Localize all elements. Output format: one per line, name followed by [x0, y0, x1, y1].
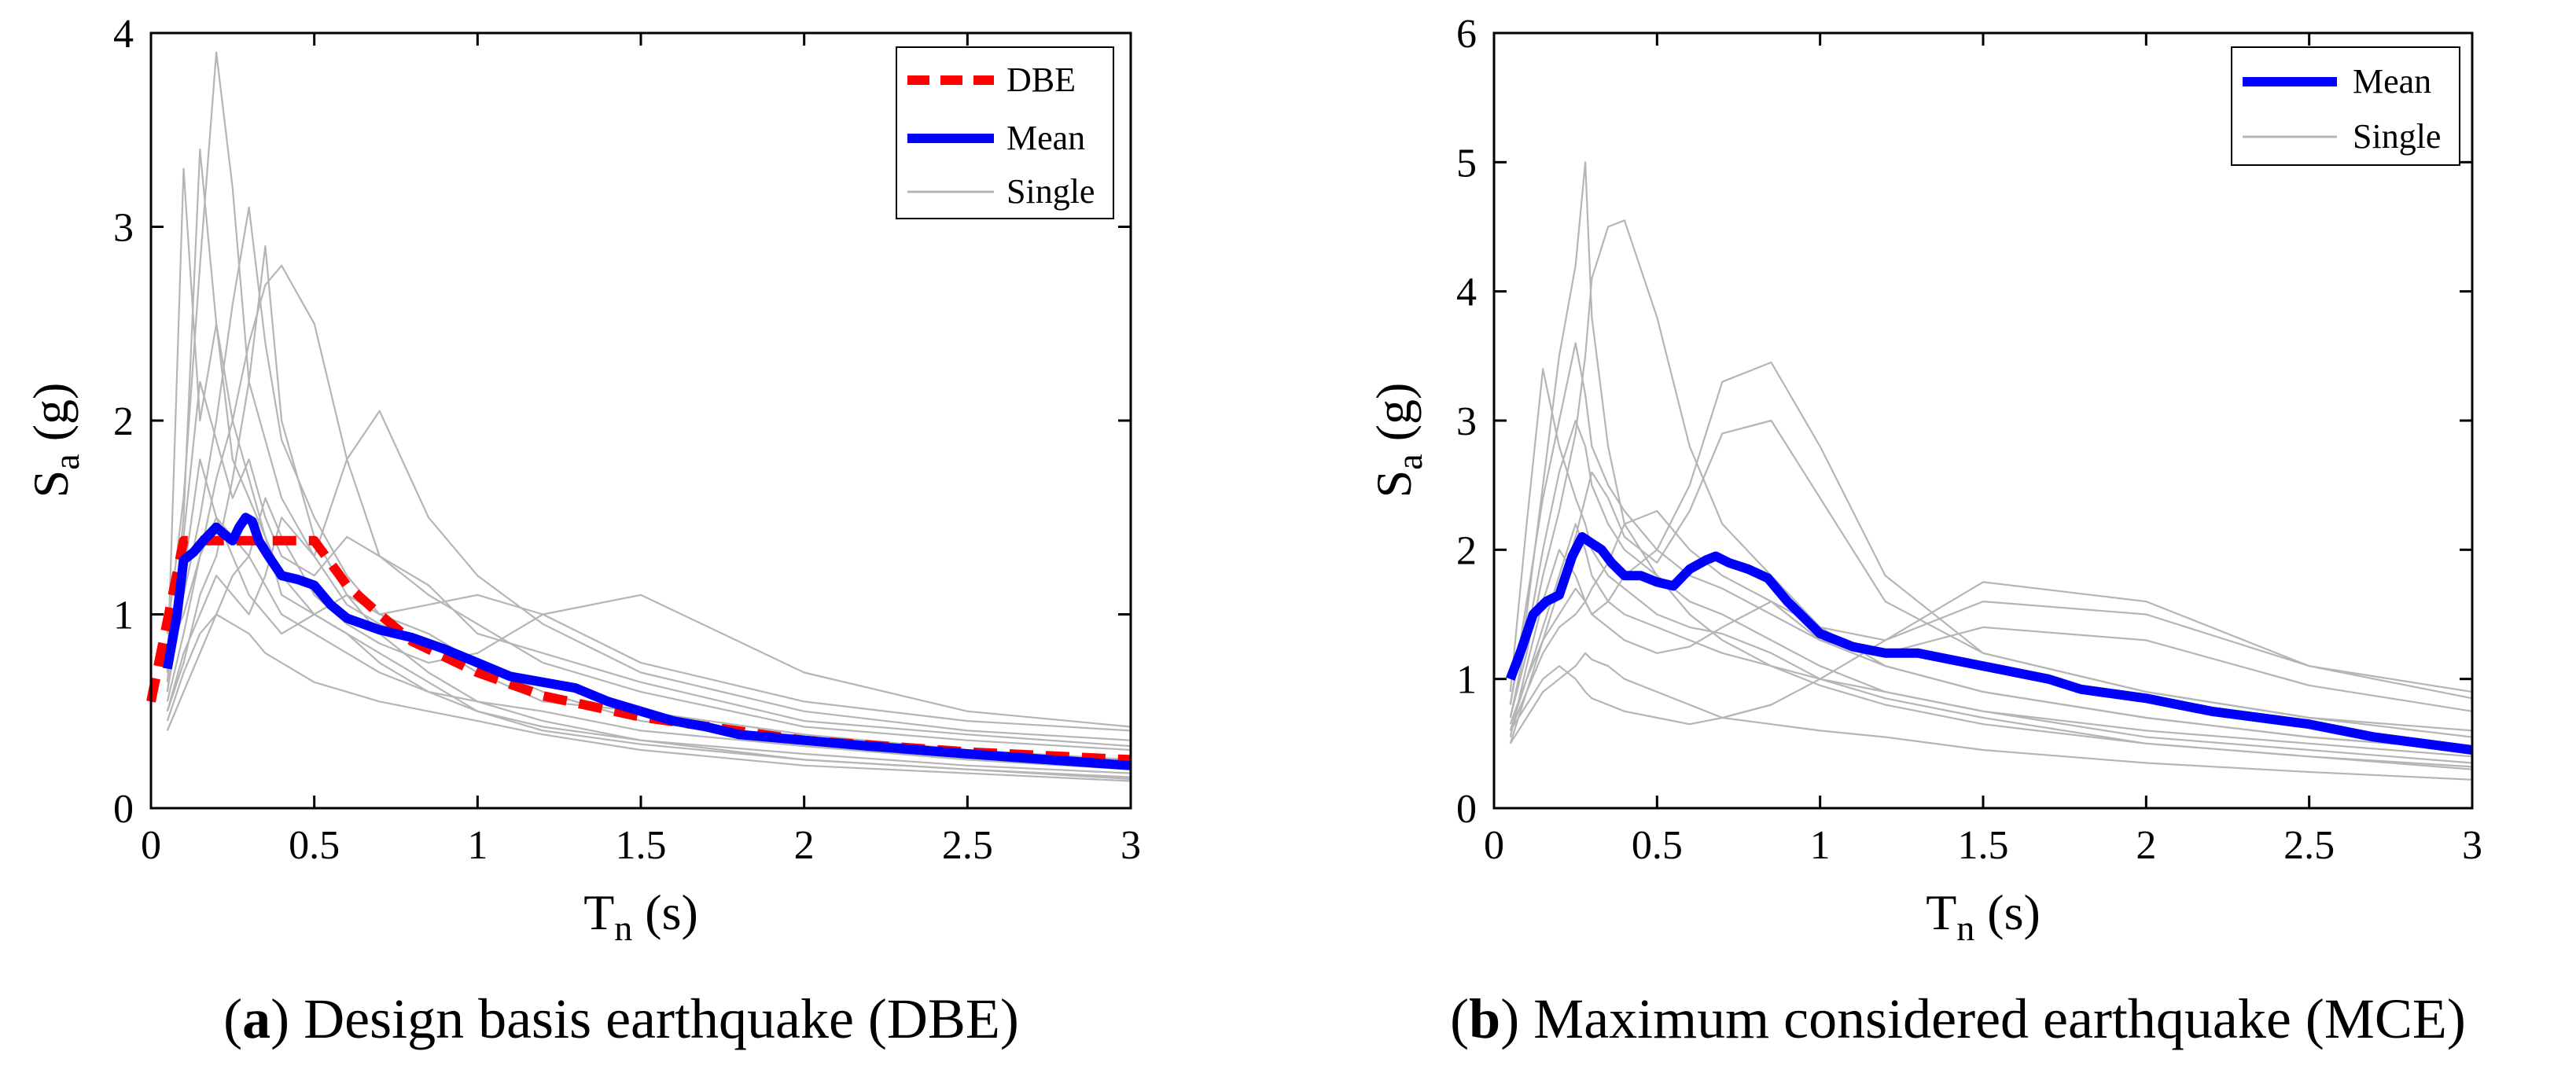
panel-a-single-record-11 [166, 148, 1132, 778]
panel-b-y-tick-label-1: 1 [1456, 658, 1477, 703]
panel-a-y-tick-label-2: 2 [113, 399, 134, 444]
panel-b-y-tick-label-5: 5 [1456, 141, 1477, 186]
panel-a-x-tick-label-2: 1 [467, 823, 488, 868]
panel-a-x-tick-label-0: 0 [141, 823, 161, 868]
panel-a-caption-letter: a [242, 987, 270, 1050]
panel-b-single-record-10 [1509, 342, 2473, 752]
panel-a-x-tick-label-4: 2 [794, 823, 815, 868]
panel-a-series-mean-line [162, 513, 1132, 770]
panel-b-y-tick-label-6: 6 [1456, 12, 1477, 57]
panel-b-x-tick-label-0: 0 [1484, 823, 1504, 868]
panel-b-single-records [1509, 161, 2473, 781]
panel-b-x-tick-label-4: 2 [2136, 823, 2156, 868]
panel-a-single-record-12 [166, 380, 1132, 761]
panel-a-x-tick-label-1: 0.5 [289, 823, 340, 868]
panel-a-caption-text: Design basis earthquake (DBE) [289, 987, 1019, 1050]
panel-b-single-record-12 [1509, 523, 2473, 764]
panel-b-x-tick-label-3: 1.5 [1958, 823, 2009, 868]
panel-a-y-axis-label: Sa (g) [23, 383, 86, 498]
panel-b-mce: 0 0.5 1 1.5 2 2.5 3 0 1 2 3 4 5 6 Sa (g) Tn (s) Mean … [1366, 12, 2482, 1050]
panel-b-x-tick-label-6: 3 [2462, 823, 2482, 868]
panel-a-x-tick-label-3: 1.5 [616, 823, 667, 868]
panel-a-legend-label-dbe: DBE [1006, 61, 1076, 99]
panel-b-ticks: 0 0.5 1 1.5 2 2.5 3 0 1 2 3 4 5 6 [1456, 12, 2482, 868]
panel-a-legend-label-single: Single [1006, 172, 1095, 211]
panel-a-single-record-3 [166, 206, 1132, 766]
panel-a-series [146, 513, 1132, 770]
panel-a-legend-box [896, 46, 1114, 219]
panel-b-single-record-7 [1509, 549, 2473, 737]
panel-b-y-axis-label: Sa (g) [1366, 383, 1430, 498]
panel-a-single-record-5 [166, 410, 1132, 741]
panel-a-single-record-7 [166, 555, 1132, 781]
panel-b-single-record-9 [1509, 652, 2473, 781]
panel-b-y-tick-label-3: 3 [1456, 399, 1477, 444]
panel-b-x-tick-label-2: 1 [1810, 823, 1831, 868]
panel-a-ylabel-sub: a [46, 454, 86, 469]
panel-b-ylabel-main: S [1366, 470, 1422, 498]
panel-b-legend-box [2231, 46, 2460, 166]
panel-b-single-record-4 [1509, 368, 2473, 770]
panel-b-y-tick-label-2: 2 [1456, 528, 1477, 573]
panel-a-x-tick-label-5: 2.5 [942, 823, 993, 868]
panel-b-single-record-11 [1509, 509, 2473, 731]
panel-b-ylabel-unit: (g) [1366, 383, 1422, 454]
panel-b-y-tick-label-4: 4 [1456, 270, 1477, 315]
panel-b-single-record-1 [1509, 161, 2473, 768]
panel-a-y-tick-label-0: 0 [113, 787, 134, 832]
panel-a-ylabel-unit: (g) [23, 383, 79, 454]
panel-b-x-axis-label: Tn (s) [1926, 884, 2041, 948]
panel-a-single-record-8 [166, 380, 1132, 748]
panel-b-caption-text: Maximum considered earthquake (MCE) [1519, 987, 2466, 1050]
panel-a-xlabel-main: T [583, 884, 614, 940]
panel-a-y-tick-label-3: 3 [113, 206, 134, 251]
panel-a-ticks: 0 0.5 1 1.5 2 2.5 3 0 1 2 3 4 [113, 12, 1141, 868]
panel-a-x-axis-label: Tn (s) [583, 884, 698, 948]
panel-b-xlabel-main: T [1926, 884, 1956, 940]
panel-a-single-record-1 [166, 51, 1132, 770]
panel-a-series-dbe-line [146, 535, 1132, 765]
panel-b-ylabel-sub: a [1389, 454, 1430, 469]
panel-b-x-tick-label-1: 0.5 [1632, 823, 1683, 868]
panel-a-legend-label-mean: Mean [1006, 119, 1085, 157]
panel-b-xlabel-sub: n [1956, 908, 1974, 948]
panel-a-ylabel-main: S [23, 470, 79, 498]
panel-a-xlabel-sub: n [614, 908, 632, 948]
panel-b-y-tick-label-0: 0 [1456, 787, 1477, 832]
panel-b-x-tick-label-5: 2.5 [2283, 823, 2335, 868]
panel-a-x-tick-label-6: 3 [1121, 823, 1141, 868]
panel-a-single-record-4 [166, 264, 1132, 752]
panel-b-caption-letter: b [1469, 987, 1500, 1050]
panel-b-legend-label-single: Single [2353, 117, 2441, 156]
panel-b-series [1506, 531, 2473, 755]
panel-a-y-tick-label-1: 1 [113, 594, 134, 638]
panel-b-single-record-3 [1509, 361, 2473, 738]
panel-a-single-record-6 [166, 458, 1132, 732]
panel-a-single-record-10 [166, 613, 1132, 782]
panel-b-caption: (b) Maximum considered earthquake (MCE) [1450, 987, 2466, 1050]
panel-a-legend: DBE Mean Single [896, 46, 1114, 219]
panel-b-legend: Mean Single [2231, 46, 2460, 166]
panel-b-legend-label-mean: Mean [2353, 62, 2431, 101]
panel-a-single-record-2 [166, 167, 1132, 774]
panel-a-y-tick-label-4: 4 [113, 12, 134, 57]
panel-b-xlabel-unit: (s) [1974, 884, 2041, 940]
panel-a-caption: (a) Design basis earthquake (DBE) [223, 987, 1019, 1050]
panel-a-dbe: 0 0.5 1 1.5 2 2.5 3 0 1 2 3 4 Sa (g) Tn (s) DBE Mea… [23, 12, 1141, 1050]
panel-b-series-mean-line [1506, 531, 2473, 755]
panel-a-xlabel-unit: (s) [632, 884, 698, 940]
panel-b-single-record-6 [1509, 600, 2473, 731]
panel-b-single-record-8 [1509, 419, 2473, 758]
